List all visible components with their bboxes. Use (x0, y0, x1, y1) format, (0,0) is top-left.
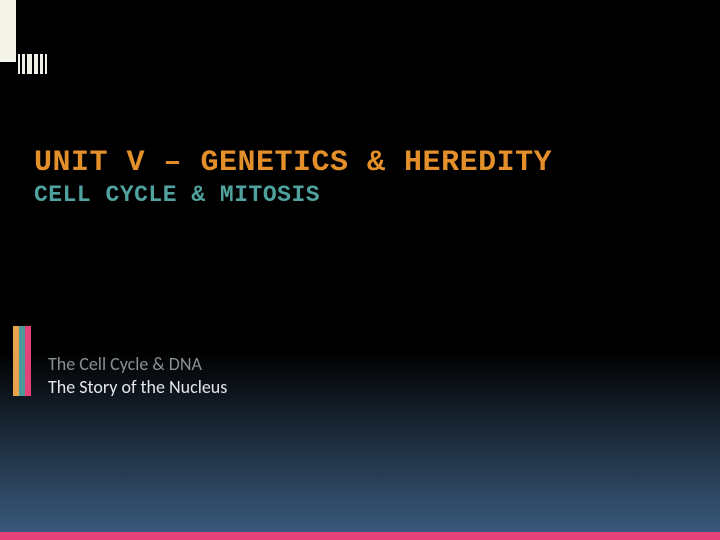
presentation-slide: UNIT V – GENETICS & HEREDITY CELL CYCLE … (0, 0, 720, 540)
left-accent-bars (13, 326, 31, 396)
top-left-strip (0, 0, 16, 62)
content-line-2: The Story of the Nucleus (48, 376, 227, 399)
slide-title-main: UNIT V – GENETICS & HEREDITY (34, 148, 686, 180)
barcode-icon (18, 54, 50, 74)
slide-title-sub: CELL CYCLE & MITOSIS (34, 182, 686, 208)
bottom-accent-bar (0, 532, 720, 540)
accent-bar-pink (25, 326, 31, 396)
content-line-1: The Cell Cycle & DNA (48, 353, 227, 376)
title-block: UNIT V – GENETICS & HEREDITY CELL CYCLE … (34, 148, 686, 208)
content-block: The Cell Cycle & DNA The Story of the Nu… (48, 353, 227, 398)
